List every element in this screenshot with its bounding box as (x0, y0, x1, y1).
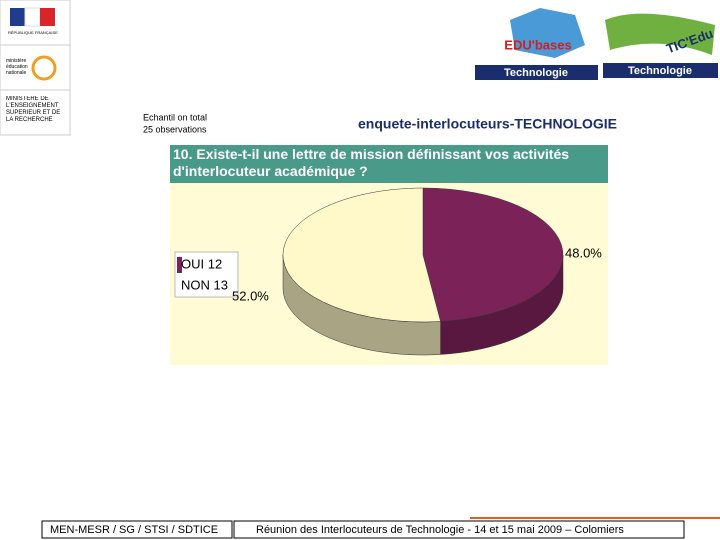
legend-marker (177, 257, 182, 273)
flag-red (40, 8, 55, 26)
ministere-education: ministère éducation nationale (6, 58, 28, 76)
edubases-sub: Technologie (504, 67, 568, 79)
slice (422, 187, 564, 322)
slice (282, 187, 441, 323)
value-label: 52.0% (232, 288, 269, 303)
footer-left: MEN-MESR / SG / STSI / SDTICE (50, 524, 218, 536)
pie: 48.0% OUI 12 52.0% NON 13 (177, 187, 602, 356)
ministere-education-box: ministère éducation nationale (6, 58, 28, 76)
ministere-recherche: MINISTERE DE L'ENSEIGNEMENT SUPERIEUR ET… (6, 96, 61, 123)
edubases-map (510, 8, 585, 58)
flag-white (24, 7, 41, 27)
edubases-logo: EDU'bases (504, 37, 571, 52)
value-label: 48.0% (565, 245, 602, 260)
flag-blue (10, 8, 25, 26)
legend-label: OUI 12 (181, 256, 222, 271)
education-logo (31, 55, 57, 81)
footer-left-box (41, 520, 233, 539)
survey-name: enquete-interlocuteurs-TECHNOLOGIE (358, 116, 617, 132)
ticedu-swoosh (605, 13, 715, 56)
legend (174, 251, 239, 298)
ticedu-band (603, 63, 718, 78)
sample: Echantil on total (143, 112, 207, 122)
footer-right-box (233, 520, 685, 539)
republique: RÉPUBLIQUE FRANÇAISE (8, 30, 58, 35)
observations: 25 observations (143, 124, 207, 134)
ministere-recherche-box: MINISTERE DE L'ENSEIGNEMENT SUPERIEUR ET… (6, 96, 61, 123)
footer-right: Réunion des Interlocuteurs de Technologi… (256, 524, 624, 536)
ticedu-sub: Technologie (628, 65, 692, 77)
legend-label: NON 13 (181, 277, 228, 292)
chart-title-box: 10. Existe-t-il une lettre de mission dé… (173, 146, 570, 179)
edubases-band (475, 65, 598, 80)
chart-title: 10. Existe-t-il une lettre de mission dé… (173, 146, 570, 179)
title-bar (170, 145, 608, 183)
